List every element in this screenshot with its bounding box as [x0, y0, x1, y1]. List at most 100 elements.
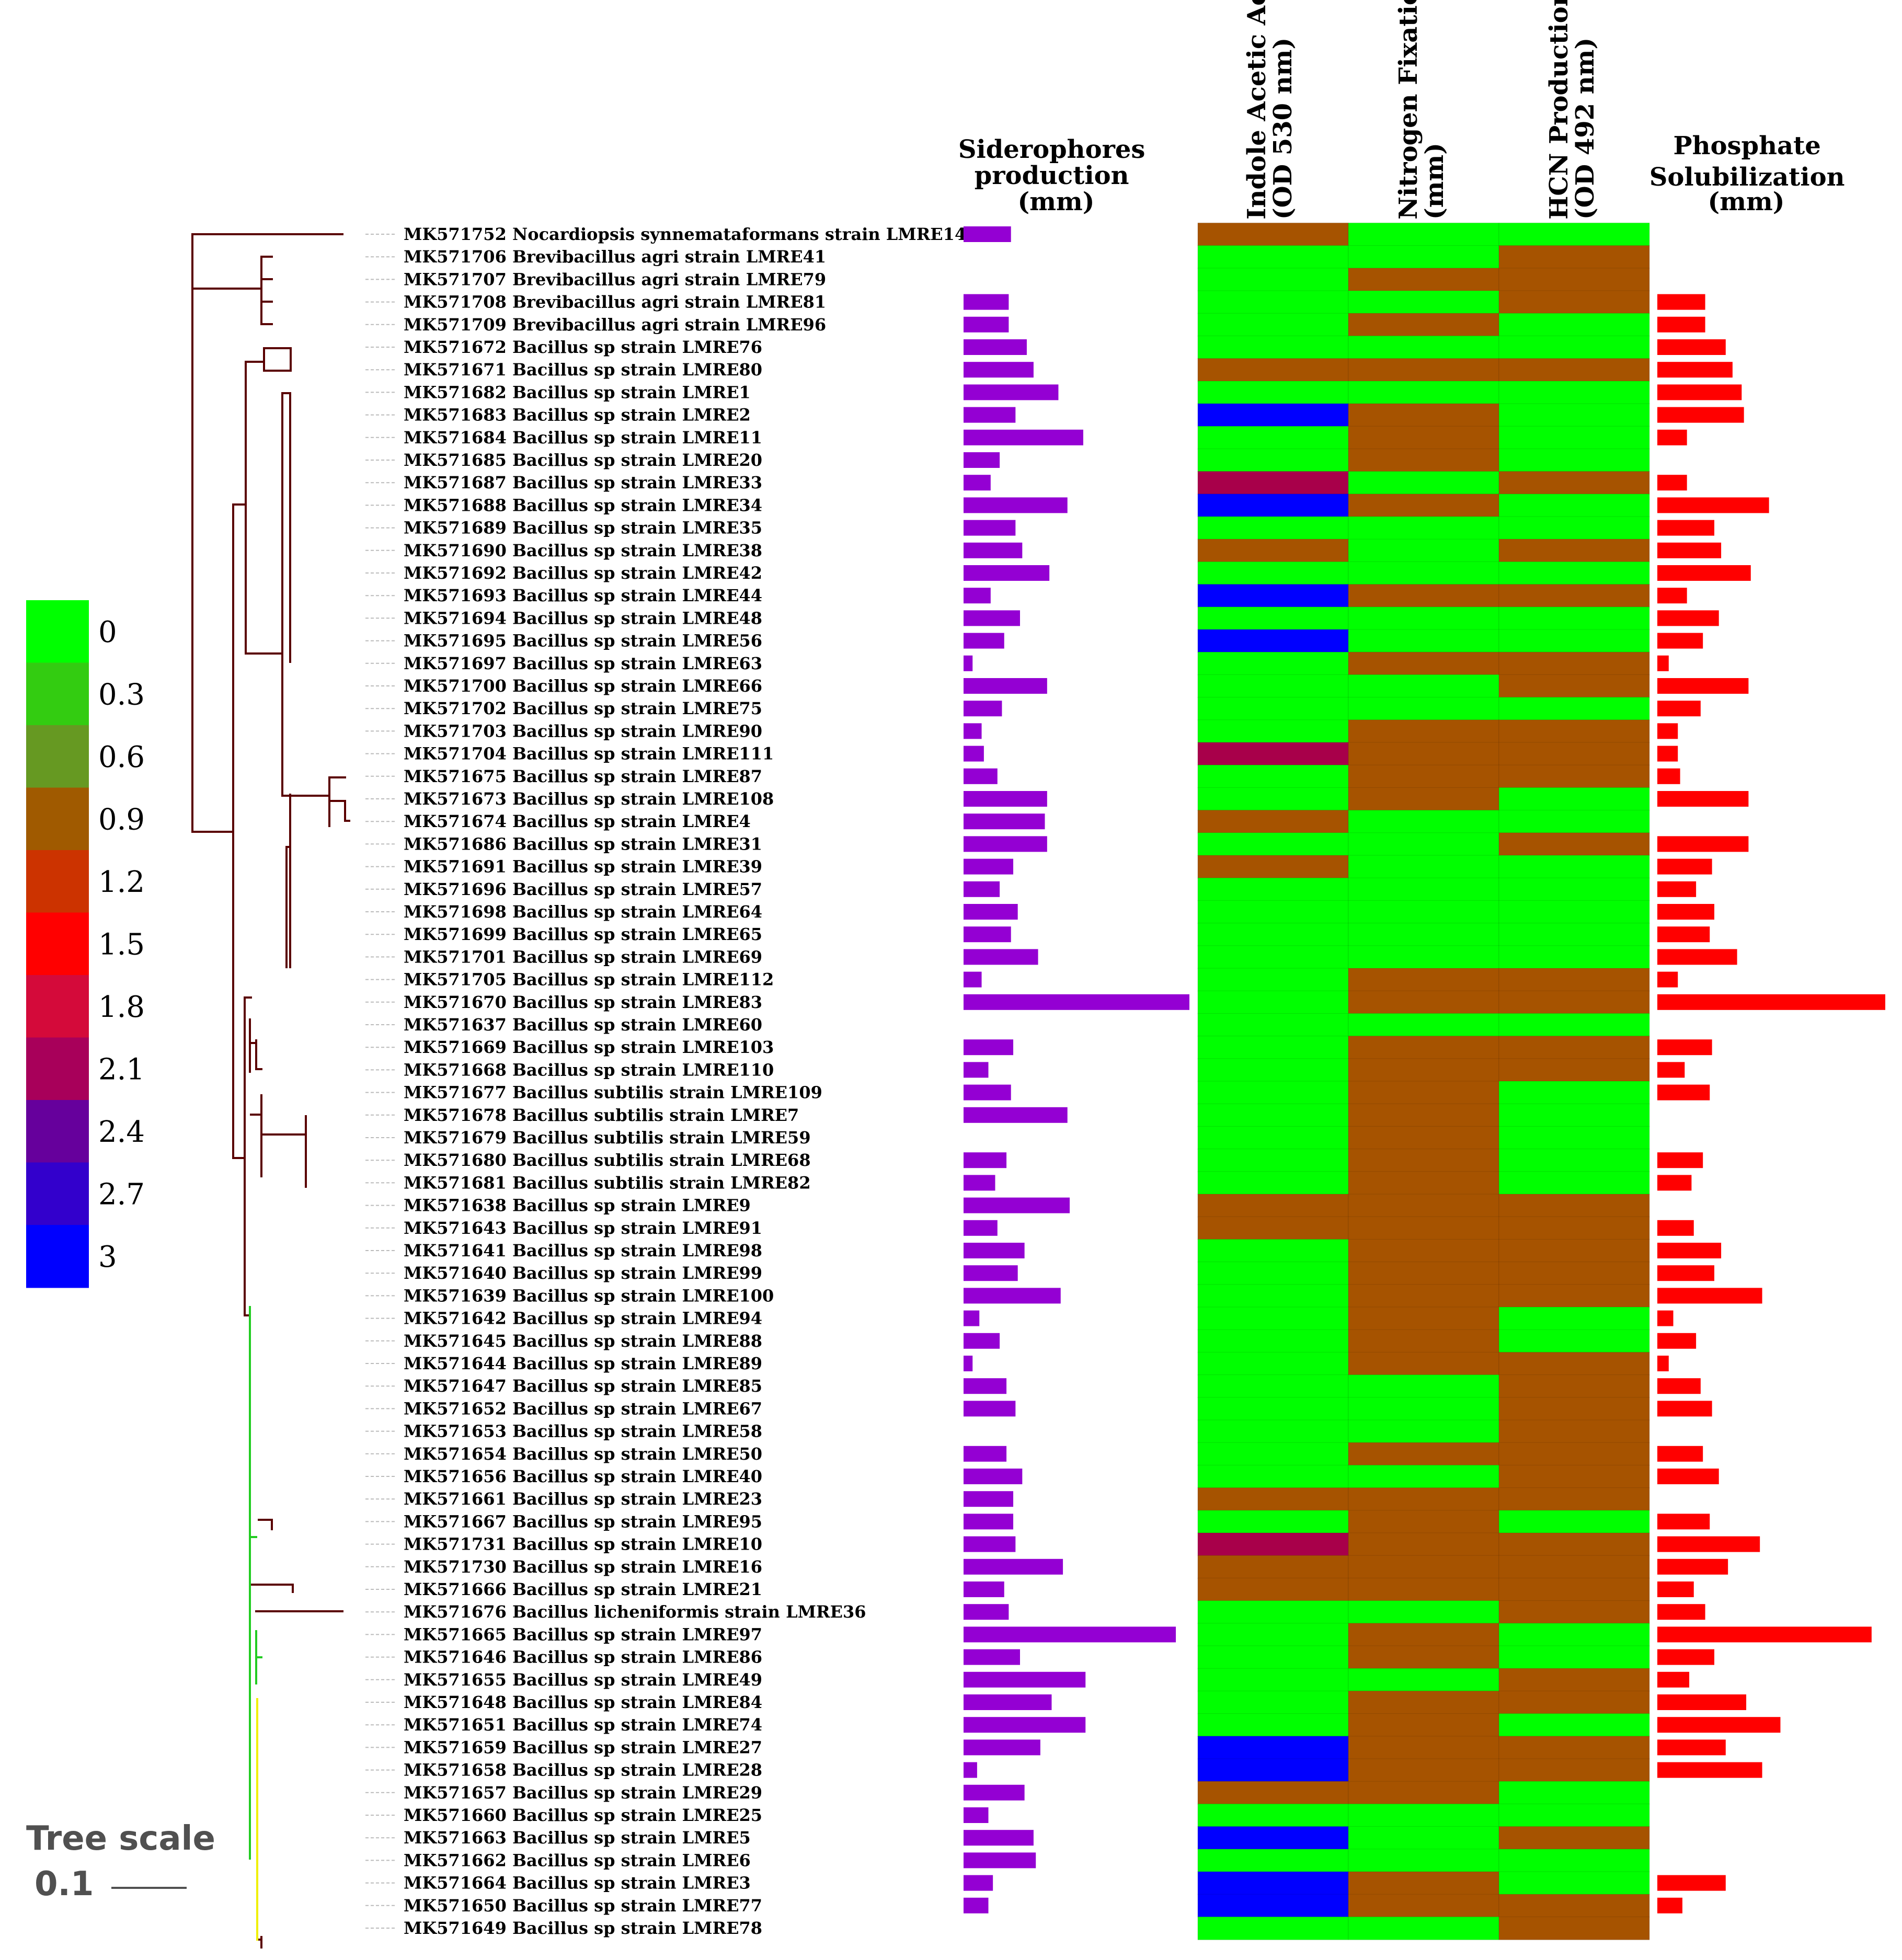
legend-swatch: [26, 600, 89, 663]
strain-label: MK571705 Bacillus sp strain LMRE112: [404, 970, 774, 990]
siderophores-bar: [964, 1604, 1009, 1620]
heatmap-cell-nit: [1348, 764, 1499, 788]
heatmap-cell-nit: [1348, 245, 1499, 269]
heatmap-cell-hcn: [1498, 1351, 1650, 1376]
heatmap-cell-iaa: [1197, 494, 1349, 518]
phosphate-bar: [1657, 655, 1669, 671]
heatmap-cell-iaa: [1197, 832, 1349, 856]
strain-label: MK571699 Bacillus sp strain LMRE65: [404, 924, 762, 944]
heatmap-cell-hcn: [1498, 448, 1650, 472]
phosphate-bar: [1657, 588, 1687, 604]
siderophores-bar: [964, 429, 1083, 445]
heatmap-cell-iaa: [1197, 990, 1349, 1014]
siderophores-bar: [964, 1356, 973, 1371]
heatmap-cell-iaa: [1197, 403, 1349, 427]
strain-label: MK571693 Bacillus sp strain LMRE44: [404, 586, 762, 605]
heatmap-cell-hcn: [1498, 651, 1650, 675]
siderophores-bar: [964, 813, 1045, 830]
strain-label: MK571687 Bacillus sp strain LMRE33: [404, 473, 762, 492]
strain-label: MK571637 Bacillus sp strain LMRE60: [404, 1015, 762, 1035]
header-nitrogen-line2: (mm): [1420, 143, 1449, 220]
phosphate-bar: [1657, 1333, 1697, 1349]
strain-label: MK571709 Brevibacillus agri strain LMRE9…: [404, 315, 826, 335]
phosphate-bar: [1657, 565, 1751, 581]
siderophores-bar: [964, 1062, 989, 1078]
strain-label: MK571641 Bacillus sp strain LMRE98: [404, 1241, 762, 1260]
siderophores-bar: [964, 1220, 998, 1236]
heatmap-cell-nit: [1348, 606, 1499, 631]
heatmap-cell-iaa: [1197, 1600, 1349, 1624]
phosphate-bar: [1657, 971, 1678, 988]
heatmap-cell-nit: [1348, 1736, 1499, 1760]
strain-label: MK571658 Bacillus sp strain LMRE28: [404, 1760, 762, 1780]
heatmap-cell-nit: [1348, 1036, 1499, 1060]
heatmap-cell-hcn: [1498, 1758, 1650, 1782]
strain-label: MK571671 Bacillus sp strain LMRE80: [404, 360, 762, 380]
header-siderophores-line3: (mm): [1018, 187, 1095, 216]
strain-label: MK571653 Bacillus sp strain LMRE58: [404, 1422, 762, 1441]
heatmap-cell-hcn: [1498, 471, 1650, 495]
siderophores-bar: [964, 1694, 1052, 1710]
heatmap-cell-nit: [1348, 1284, 1499, 1308]
heatmap-cell-hcn: [1498, 1306, 1650, 1331]
heatmap-cell-hcn: [1498, 1826, 1650, 1850]
heatmap-cell-iaa: [1197, 290, 1349, 314]
phosphate-bar: [1657, 1175, 1692, 1191]
heatmap-cell-nit: [1348, 742, 1499, 766]
strain-label: MK571703 Bacillus sp strain LMRE90: [404, 721, 762, 741]
siderophores-bar: [964, 452, 1000, 468]
phosphate-bar: [1657, 746, 1678, 762]
heatmap-cell-iaa: [1197, 1126, 1349, 1150]
phosphate-bar: [1657, 1671, 1690, 1688]
heatmap-cell-hcn: [1498, 1216, 1650, 1240]
heatmap-cell-hcn: [1498, 494, 1650, 518]
siderophores-bar: [964, 407, 1016, 423]
heatmap-cell-hcn: [1498, 945, 1650, 969]
heatmap-cell-nit: [1348, 1555, 1499, 1579]
heatmap-cell-nit: [1348, 1329, 1499, 1353]
strain-label: MK571694 Bacillus sp strain LMRE48: [404, 608, 762, 628]
siderophores-bar: [964, 1265, 1018, 1281]
strain-label: MK571673 Bacillus sp strain LMRE108: [404, 789, 774, 809]
siderophores-bar: [964, 1401, 1016, 1417]
phosphate-bar: [1657, 1717, 1781, 1733]
strain-label: MK571638 Bacillus sp strain LMRE9: [404, 1196, 751, 1216]
heatmap-cell-iaa: [1197, 1239, 1349, 1263]
heatmap-cell-hcn: [1498, 426, 1650, 450]
heatmap-cell-nit: [1348, 1081, 1499, 1105]
strain-label: MK571660 Bacillus sp strain LMRE25: [404, 1805, 762, 1825]
siderophores-bar: [964, 858, 1014, 875]
strain-label: MK571654 Bacillus sp strain LMRE50: [404, 1444, 762, 1464]
heatmap-cell-iaa: [1197, 1916, 1349, 1940]
phosphate-bar: [1657, 362, 1733, 378]
phosphate-bar: [1657, 723, 1678, 739]
heatmap-cell-nit: [1348, 222, 1499, 246]
heatmap-cell-hcn: [1498, 1081, 1650, 1105]
header-phosphate-line2: Solubilization: [1649, 163, 1845, 192]
heatmap-cell-iaa: [1197, 877, 1349, 901]
heatmap-cell-hcn: [1498, 1849, 1650, 1873]
heatmap-cell-iaa: [1197, 1419, 1349, 1443]
header-hcn-line2: (OD 492 nm): [1571, 38, 1600, 220]
legend-swatch: [26, 1225, 89, 1288]
phosphate-bar: [1657, 701, 1701, 717]
phosphate-bar: [1657, 520, 1714, 536]
siderophores-bar: [964, 904, 1018, 920]
heatmap-cell-nit: [1348, 945, 1499, 969]
phosphate-bar: [1657, 1220, 1694, 1236]
heatmap-cell-hcn: [1498, 877, 1650, 901]
siderophores-bar: [964, 1175, 995, 1191]
heatmap-cell-hcn: [1498, 1487, 1650, 1511]
strain-label: MK571642 Bacillus sp strain LMRE94: [404, 1309, 762, 1328]
siderophores-bar: [964, 926, 1011, 943]
strain-label: MK571649 Bacillus sp strain LMRE78: [404, 1918, 762, 1938]
legend-label: 1.2: [98, 865, 145, 899]
siderophores-bar: [964, 339, 1027, 355]
heatmap-cell-iaa: [1197, 1036, 1349, 1060]
heatmap-cell-hcn: [1498, 1058, 1650, 1082]
siderophores-bar: [964, 1581, 1004, 1597]
phosphate-bar: [1657, 475, 1687, 491]
siderophores-bar: [964, 1197, 1070, 1213]
phosphate-bar: [1657, 1897, 1682, 1913]
phosphate-bar: [1657, 294, 1705, 310]
